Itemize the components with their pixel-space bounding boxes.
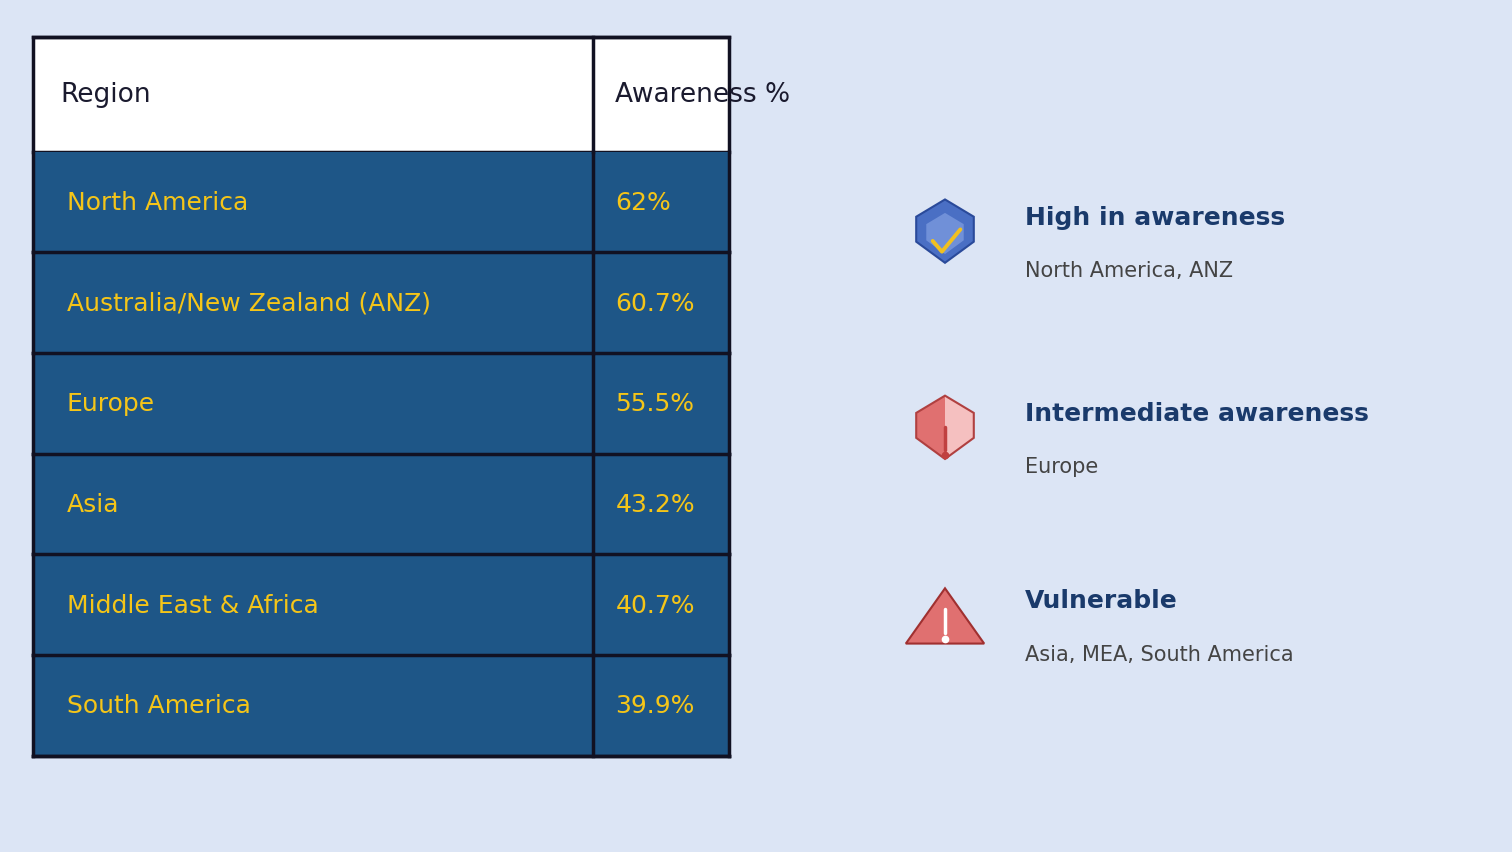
FancyBboxPatch shape	[33, 253, 729, 354]
Text: 40.7%: 40.7%	[615, 593, 696, 617]
FancyBboxPatch shape	[33, 555, 729, 655]
Polygon shape	[916, 396, 945, 459]
Text: 62%: 62%	[615, 191, 671, 215]
FancyBboxPatch shape	[33, 37, 729, 153]
Text: High in awareness: High in awareness	[1025, 205, 1285, 229]
Text: North America: North America	[67, 191, 248, 215]
Text: Region: Region	[60, 82, 151, 108]
Text: Intermediate awareness: Intermediate awareness	[1025, 401, 1368, 425]
Text: 43.2%: 43.2%	[615, 492, 696, 516]
Polygon shape	[906, 589, 984, 644]
FancyBboxPatch shape	[33, 454, 729, 555]
Text: Awareness %: Awareness %	[615, 82, 791, 108]
Text: Europe: Europe	[67, 392, 154, 416]
Text: Asia: Asia	[67, 492, 119, 516]
FancyBboxPatch shape	[33, 655, 729, 756]
Text: Vulnerable: Vulnerable	[1025, 589, 1178, 613]
Text: Australia/New Zealand (ANZ): Australia/New Zealand (ANZ)	[67, 291, 431, 315]
Text: Asia, MEA, South America: Asia, MEA, South America	[1025, 644, 1294, 665]
Text: South America: South America	[67, 694, 251, 717]
Polygon shape	[916, 200, 974, 263]
Polygon shape	[927, 214, 963, 255]
Text: 39.9%: 39.9%	[615, 694, 694, 717]
Text: North America, ANZ: North America, ANZ	[1025, 261, 1234, 281]
Text: Middle East & Africa: Middle East & Africa	[67, 593, 319, 617]
FancyBboxPatch shape	[33, 153, 729, 253]
Text: 60.7%: 60.7%	[615, 291, 696, 315]
Text: 55.5%: 55.5%	[615, 392, 694, 416]
FancyBboxPatch shape	[33, 354, 729, 454]
Polygon shape	[945, 396, 974, 459]
Text: Europe: Europe	[1025, 457, 1098, 477]
